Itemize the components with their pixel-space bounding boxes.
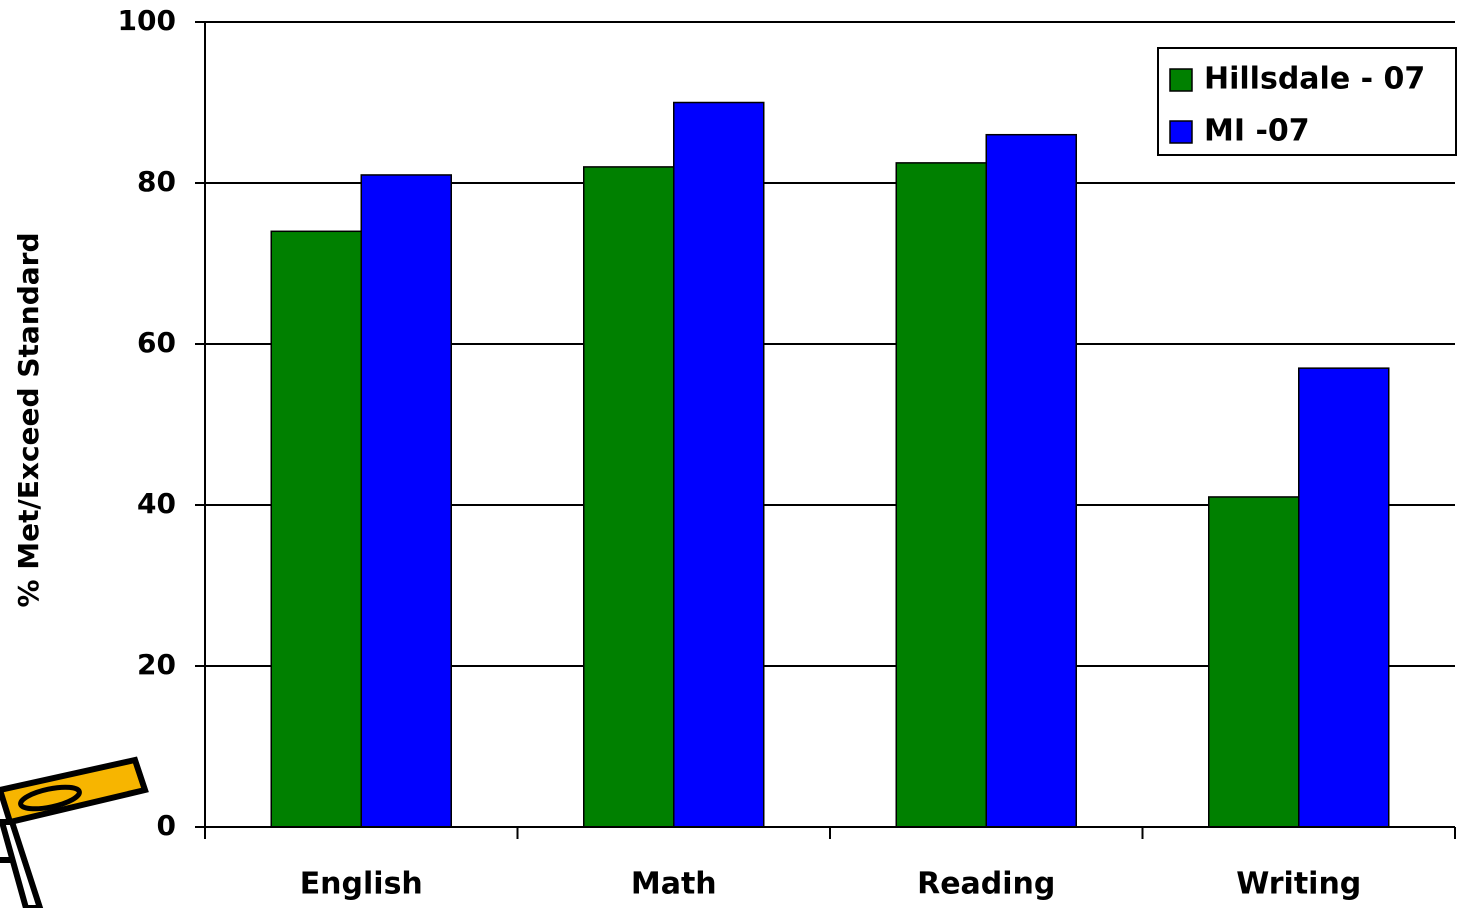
pencil-clipart (0, 756, 149, 908)
bar (360, 174, 452, 828)
bar (895, 162, 987, 828)
bar (985, 133, 1077, 828)
x-tick-label: Reading (917, 867, 1055, 902)
bar (270, 230, 362, 828)
y-tick-label: 20 (137, 648, 176, 681)
legend-swatch (1169, 120, 1193, 144)
legend-swatch (1169, 68, 1193, 92)
y-axis-label: % Met/Exceed Standard (12, 233, 45, 608)
bar (673, 101, 765, 828)
x-tick-label: Math (631, 867, 717, 902)
x-tick-label: Writing (1236, 867, 1361, 902)
legend-label: MI -07 (1204, 114, 1310, 149)
y-tick-label: 100 (118, 4, 176, 37)
y-tick-label: 40 (137, 487, 176, 520)
legend-label: Hillsdale - 07 (1204, 62, 1425, 97)
x-tick-label: English (300, 867, 423, 902)
bar (583, 166, 675, 828)
bar (1298, 367, 1390, 828)
y-tick-label: 80 (137, 165, 176, 198)
legend: Hillsdale - 07 MI -07 (1157, 47, 1457, 156)
y-tick-label: 60 (137, 326, 176, 359)
legend-box (1157, 47, 1457, 156)
bar (1208, 496, 1300, 828)
y-tick-label: 0 (157, 809, 176, 842)
